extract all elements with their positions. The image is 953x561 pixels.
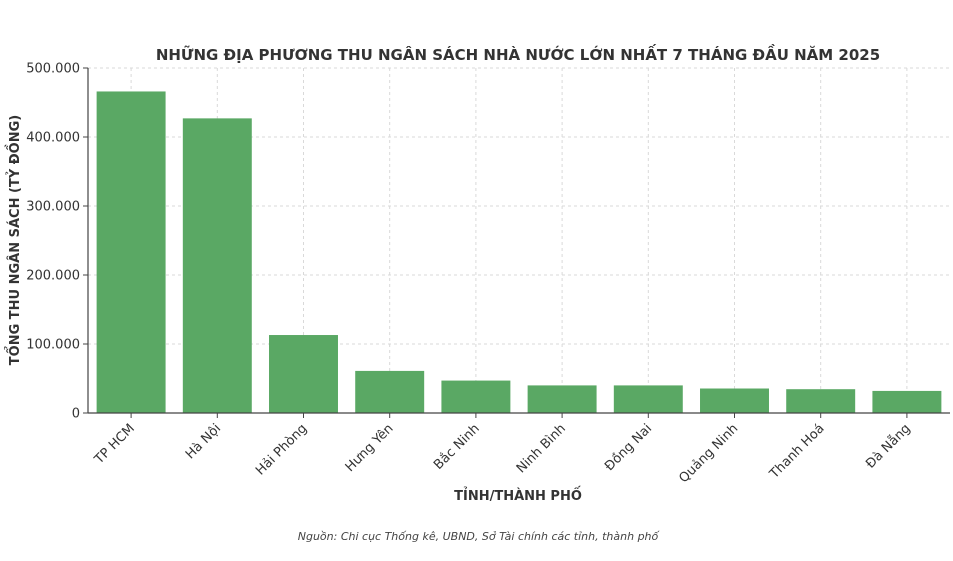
bar [613, 385, 683, 413]
bar [786, 389, 856, 413]
x-tick-label: Thanh Hoá [766, 421, 827, 482]
x-tick-label: Đồng Nai [602, 421, 655, 474]
bar [96, 91, 166, 414]
x-tick-label: Hà Nội [183, 421, 224, 462]
x-tick-label: Ninh Bình [514, 421, 569, 476]
x-tick-label: Hải Phòng [253, 421, 310, 478]
bar [872, 390, 942, 413]
source-note: Nguồn: Chi cục Thống kê, UBND, Sở Tài ch… [298, 530, 661, 543]
chart-title: NHỮNG ĐỊA PHƯƠNG THU NGÂN SÁCH NHÀ NƯỚC … [156, 43, 880, 64]
x-tick-label: TP HCM [91, 421, 138, 468]
x-tick-label: Đà Nẵng [863, 421, 913, 471]
y-tick-label: 200.000 [26, 269, 80, 284]
y-ticks: 0 100.000 200.000 300.000 400.000 500.000 [26, 62, 88, 422]
y-tick-label: 300.000 [26, 200, 80, 215]
bar [700, 388, 769, 413]
y-tick-label: 100.000 [26, 338, 80, 353]
x-tick-label: Hưng Yên [343, 421, 397, 475]
bar [527, 385, 597, 413]
bar [269, 335, 338, 413]
bar [355, 370, 425, 413]
bar [441, 380, 511, 413]
x-ticks: TP HCM Hà Nội Hải Phòng Hưng Yên Bắc Ninh Nin… [91, 413, 914, 486]
x-axis-title: TỈNH/THÀNH PHỐ [454, 486, 582, 504]
bar [182, 118, 252, 414]
bars [96, 91, 942, 414]
x-tick-label: Bắc Ninh [431, 421, 483, 473]
y-tick-label: 400.000 [26, 131, 80, 146]
y-tick-label: 500.000 [26, 62, 80, 77]
y-axis-title: TỔNG THU NGÂN SÁCH (TỶ ĐỒNG) [5, 115, 23, 365]
x-tick-label: Quảng Ninh [676, 421, 741, 486]
y-tick-label: 0 [72, 407, 80, 422]
axes [87, 68, 950, 414]
